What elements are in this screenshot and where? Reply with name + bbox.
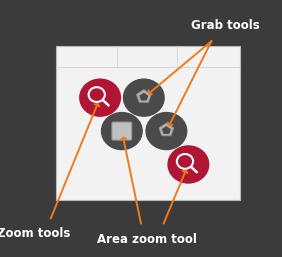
FancyBboxPatch shape bbox=[56, 46, 240, 200]
Circle shape bbox=[80, 79, 120, 116]
FancyBboxPatch shape bbox=[112, 122, 132, 140]
Text: Grab tools: Grab tools bbox=[191, 19, 260, 32]
Circle shape bbox=[102, 113, 142, 150]
Circle shape bbox=[124, 79, 164, 116]
Polygon shape bbox=[139, 93, 148, 100]
Text: Zoom tools: Zoom tools bbox=[0, 227, 70, 240]
Polygon shape bbox=[159, 123, 174, 136]
Polygon shape bbox=[136, 89, 151, 103]
Circle shape bbox=[146, 113, 187, 150]
Polygon shape bbox=[162, 126, 171, 134]
Text: Area zoom tool: Area zoom tool bbox=[97, 233, 197, 245]
Circle shape bbox=[168, 146, 209, 183]
